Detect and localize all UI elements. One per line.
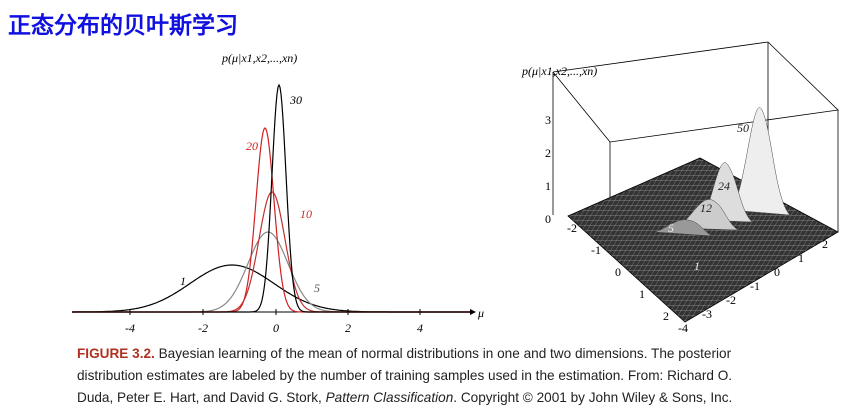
curve (72, 127, 470, 313)
y-tick-label: 0 (774, 265, 780, 279)
peak-label: 5 (668, 221, 674, 235)
x-tick-label: 1 (639, 287, 645, 301)
x-tick-label: 0 (273, 321, 279, 335)
y-tick-label: -1 (750, 279, 760, 293)
y-tick-label: 1 (798, 251, 804, 265)
caption-italic: Pattern Classification (325, 390, 454, 405)
curve-label: 20 (246, 139, 258, 153)
z-tick-label: 2 (545, 146, 551, 160)
curve-label: 30 (289, 93, 302, 107)
caption-text: . Copyright © 2001 by John Wiley & Sons,… (453, 390, 733, 405)
x-tick-label: -4 (125, 321, 135, 335)
y-axis-label: p(μ|x1,x2,...,xn) (221, 51, 297, 65)
caption-line: FIGURE 3.2. Bayesian learning of the mea… (77, 346, 731, 361)
x-tick-label: 2 (345, 321, 351, 335)
y-tick-label: -3 (702, 307, 712, 321)
y-tick-label: 2 (822, 237, 828, 251)
slide-title: 正态分布的贝叶斯学习 (8, 13, 238, 39)
z-tick-label: 0 (545, 212, 551, 226)
x-tick-label: -2 (198, 321, 208, 335)
x-axis-label: μ (477, 306, 484, 320)
curve-label: 1 (180, 274, 186, 288)
curve (72, 191, 470, 313)
x-tick-label: -1 (591, 243, 601, 257)
z-axis-label: p(μ|x1,x2,...,xn) (521, 64, 597, 78)
curve (72, 264, 470, 313)
curve-label: 10 (300, 207, 312, 221)
caption-line: distribution estimates are labeled by th… (77, 368, 733, 383)
curve-label: 5 (314, 281, 320, 295)
caption-text: Bayesian learning of the mean of normal … (154, 346, 732, 361)
3d-box (552, 41, 839, 232)
peak-label: 1 (694, 259, 700, 273)
peak-label: 12 (700, 201, 712, 215)
z-tick-label: 3 (545, 113, 551, 127)
curve (72, 83, 470, 313)
caption-line: Duda, Peter E. Hart, and David G. Stork,… (77, 390, 732, 405)
x-tick-label: 4 (417, 321, 423, 335)
axis-arrow (470, 309, 476, 315)
y-tick-label: -4 (678, 321, 688, 335)
x-tick-label: 2 (663, 309, 669, 323)
peaks (654, 107, 791, 237)
surface (567, 157, 839, 323)
x-tick-label: 0 (615, 265, 621, 279)
x-tick-label: -2 (567, 221, 577, 235)
caption-text: Duda, Peter E. Hart, and David G. Stork, (77, 390, 326, 405)
curves: 1 5 10 20 30 (72, 83, 470, 313)
y-tick-label: -2 (726, 293, 736, 307)
z-tick-label: 1 (545, 179, 551, 193)
peak-label: 24 (718, 179, 730, 193)
caption-label: FIGURE 3.2. (77, 346, 155, 361)
curve (72, 231, 470, 313)
peak-label: 50 (737, 121, 749, 135)
